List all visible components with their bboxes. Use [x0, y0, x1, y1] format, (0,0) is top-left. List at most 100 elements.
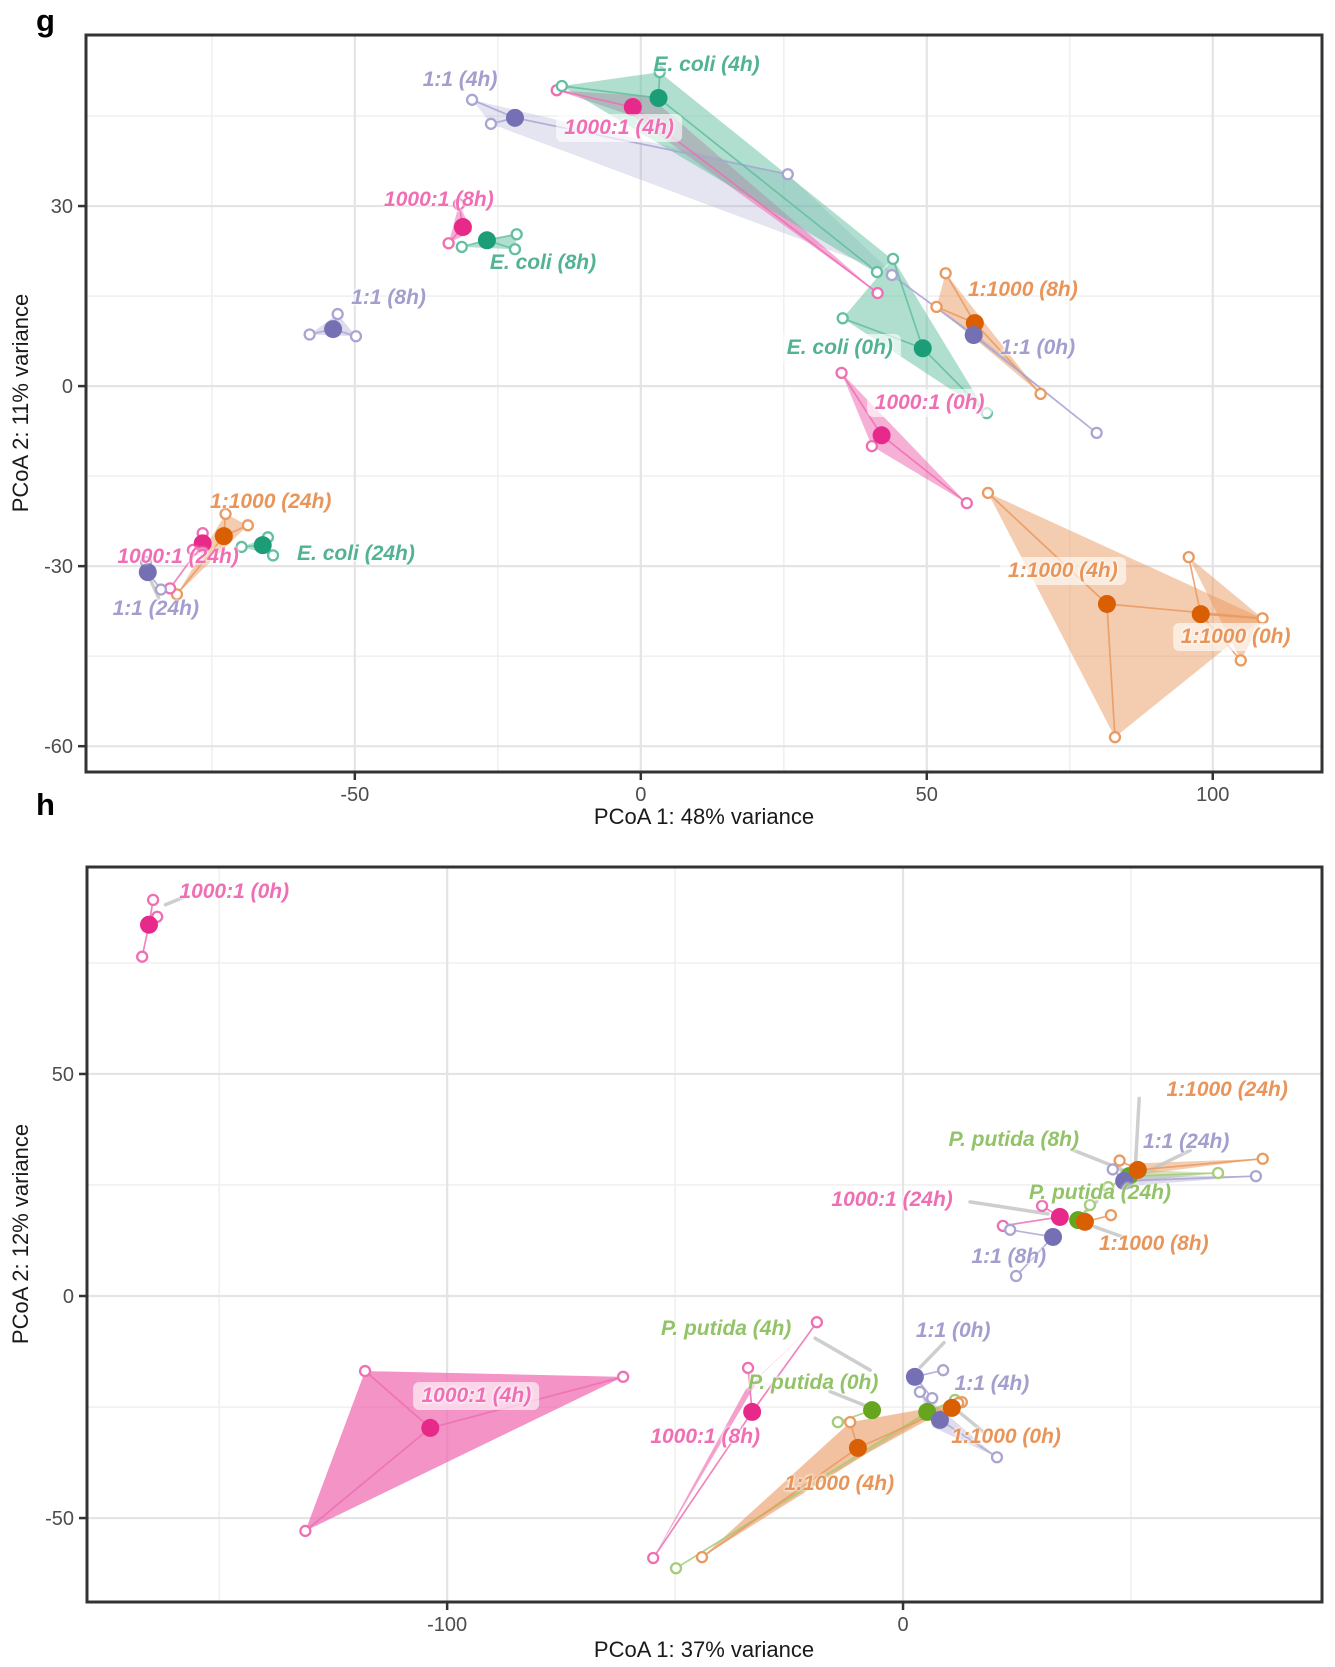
spoke-line — [1137, 1157, 1263, 1171]
sample-point-1:1000-4h — [1108, 731, 1122, 744]
sample-point-1000:1-4h — [871, 286, 884, 300]
group-label-P. putida-24h: P. putida (24h) — [1028, 1180, 1171, 1204]
spoke-line — [974, 322, 1042, 395]
x-tick-label: 0 — [897, 1614, 908, 1636]
spoke-line — [840, 372, 883, 436]
sample-point-1:1000-24h — [219, 507, 232, 521]
group-label-1000:1-0h: 1000:1 (0h) — [179, 879, 290, 903]
sample-point-1000:1-8h — [452, 198, 466, 211]
sample-point-1:1000-8h — [930, 300, 943, 314]
sample-point-P. putida-24h — [1083, 1198, 1097, 1212]
sample-point-1000:1-8h — [442, 237, 455, 250]
sample-point-1:1-8h — [303, 328, 316, 341]
sample-point-E. coli-0h — [836, 312, 849, 325]
spoke-line — [857, 1402, 959, 1449]
spoke-line — [1187, 556, 1202, 615]
sample-point-E. coli-8h — [508, 243, 522, 256]
centroid-point-1:1-4h — [505, 108, 524, 127]
centroid-point-1000:1-0h — [872, 426, 891, 445]
sample-point-1000:1-0h — [960, 496, 973, 510]
group-label-E. coli-8h: E. coli (8h) — [489, 251, 597, 275]
sample-point-1000:1-4h — [299, 1524, 312, 1538]
y-tick-label: -30 — [44, 556, 73, 578]
group-label-1000:1-8h: 1000:1 (8h) — [650, 1425, 761, 1449]
centroid-point-1:1000-8h — [1075, 1212, 1094, 1231]
centroid-point-1:1-0h — [964, 326, 983, 345]
sample-point-E. coli-8h — [510, 228, 523, 241]
sample-point-E. coli-0h — [886, 252, 900, 266]
group-label-1000:1-8h: 1000:1 (8h) — [384, 188, 494, 212]
spoke-line — [987, 492, 1108, 605]
sample-point-1000:1-4h — [358, 1364, 372, 1378]
centroid-point-1:1000-4h — [848, 1438, 867, 1457]
group-label-P. putida-4h: P. putida (4h) — [660, 1316, 792, 1340]
sample-point-1:1000-0h — [1234, 654, 1247, 667]
sample-point-E. coli-4h — [870, 265, 884, 279]
group-label-P. putida-8h: P. putida (8h) — [948, 1128, 1079, 1152]
spoke-line — [304, 1427, 431, 1532]
sample-point-1000:1-0h — [865, 439, 879, 453]
sample-point-1:1000-4h — [981, 486, 995, 500]
centroid-point-1000:1-4h — [623, 98, 642, 117]
hull-1:1-4h — [472, 99, 894, 274]
x-tick-label: 50 — [916, 784, 938, 806]
sample-point-E. coli-24h — [235, 540, 248, 554]
group-label-1:1-4h: 1:1 (4h) — [422, 68, 498, 91]
hull-1000:1-0h — [841, 372, 967, 504]
sample-point-1:1000-0h — [1182, 550, 1195, 564]
sample-point-1:1-0h — [885, 268, 899, 282]
spoke-line — [657, 97, 878, 273]
group-label-1:1000-0h: 1:1000 (0h) — [951, 1425, 1061, 1449]
panel-border — [85, 865, 1324, 1604]
group-label-1:1000-24h: 1:1000 (24h) — [210, 489, 332, 513]
centroid-point-1:1-8h — [324, 320, 343, 339]
spoke-line — [944, 272, 976, 324]
sample-point-E. coli-4h — [653, 66, 666, 79]
sample-point-P. putida-4h — [669, 1562, 683, 1575]
sample-point-1:1000-8h — [1104, 1209, 1118, 1222]
spoke-line — [842, 317, 924, 350]
y-tick-label: 0 — [62, 376, 73, 398]
centroid-point-1:1000-0h — [1191, 605, 1210, 624]
spoke-line — [939, 1419, 998, 1458]
group-label-1000:1-4h: 1000:1 (4h) — [413, 1381, 540, 1410]
centroid-point-E. coli-8h — [477, 231, 496, 250]
sample-point-P. putida-0h — [831, 1415, 844, 1429]
sample-point-1:1000-4h — [844, 1415, 857, 1429]
sample-point-1000:1-8h — [741, 1361, 755, 1375]
sample-point-1000:1-24h — [1035, 1199, 1049, 1213]
label-leader-line — [1140, 1148, 1192, 1176]
label-leader-line — [163, 895, 187, 907]
sample-point-1:1-24h — [1249, 1169, 1263, 1183]
sample-point-1:1-8h — [349, 330, 363, 343]
spoke-line — [881, 434, 968, 504]
sample-point-1:1-4h — [484, 117, 498, 130]
centroid-point-1:1-8h — [1044, 1227, 1063, 1246]
centroid-point-1:1000-24h — [1128, 1160, 1147, 1179]
sample-point-1:1-8h — [331, 307, 344, 321]
sample-point-P. putida-8h — [1102, 1181, 1115, 1194]
spoke-line — [1124, 1175, 1256, 1182]
sample-point-1:1000-24h — [1113, 1154, 1126, 1167]
x-tick-label: -100 — [427, 1614, 467, 1636]
spoke-line — [1106, 603, 1116, 738]
centroid-point-1:1000-24h — [214, 527, 233, 546]
group-label-E. coli-24h: E. coli (24h) — [297, 542, 415, 566]
centroid-point-1000:1-0h — [140, 915, 159, 934]
centroid-point-1:1-24h — [138, 563, 157, 582]
group-label-1:1000-8h: 1:1000 (8h) — [1098, 1232, 1209, 1256]
spoke-line — [561, 85, 659, 99]
sample-point-1:1000-8h — [1034, 387, 1047, 401]
sample-point-1:1000-4h — [695, 1550, 709, 1564]
group-label-P. putida-0h: P. putida (0h) — [748, 1371, 879, 1395]
label-leader-line — [1133, 1096, 1141, 1166]
group-label-1000:1-0h: 1000:1 (0h) — [866, 388, 993, 417]
group-label-E. coli-4h: E. coli (4h) — [653, 53, 760, 76]
centroid-point-1:1000-0h — [942, 1398, 961, 1417]
sample-point-1000:1-8h — [647, 1551, 660, 1565]
centroid-point-1000:1-4h — [421, 1418, 440, 1437]
label-leader-line — [918, 1340, 946, 1369]
group-label-1:1000-8h: 1:1000 (8h) — [968, 278, 1078, 302]
sample-point-1:1000-8h — [939, 267, 952, 280]
label-leader-line — [958, 1411, 985, 1434]
